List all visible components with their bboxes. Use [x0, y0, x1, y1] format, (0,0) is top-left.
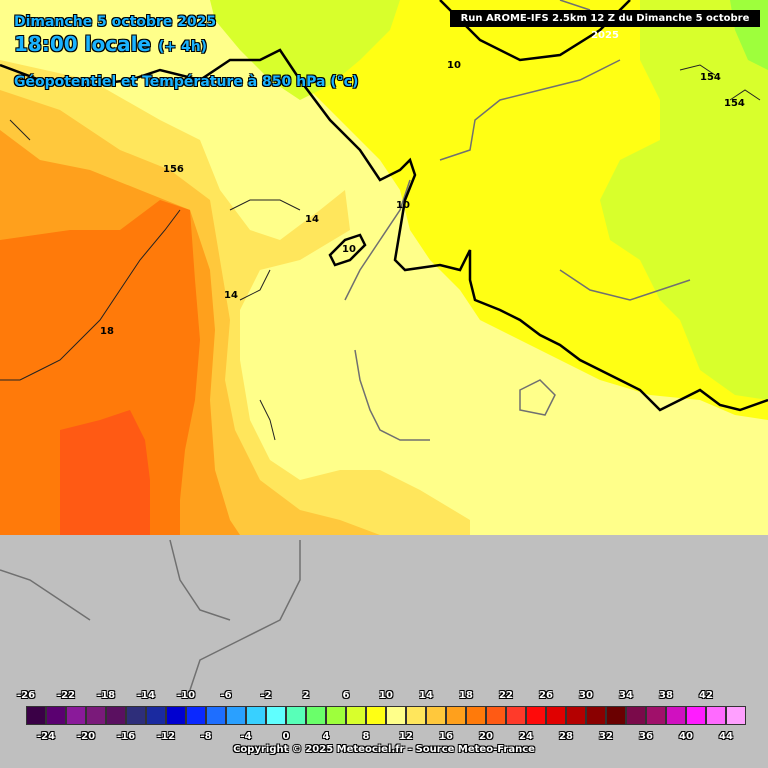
legend-swatch [46, 706, 66, 725]
parameter-title: Géopotentiel et Température à 850 hPa (°… [14, 74, 359, 90]
legend-swatch [486, 706, 506, 725]
legend-swatch [146, 706, 166, 725]
forecast-time: 18:00 locale (+ 4h) [14, 32, 207, 56]
legend-label-top: 2 [302, 690, 310, 701]
legend-label-top: 42 [699, 690, 713, 701]
legend-swatch [726, 706, 746, 725]
legend-label-top: 34 [619, 690, 633, 701]
contour-label: 156 [163, 164, 184, 175]
legend-swatch [106, 706, 126, 725]
country-borders [0, 0, 691, 691]
legend-label-top: 22 [499, 690, 513, 701]
contour-label: 10 [396, 200, 410, 211]
legend-swatch [226, 706, 246, 725]
legend-label-bottom: 24 [519, 731, 533, 742]
model-run-info: Run AROME-IFS 2.5km 12 Z du Dimanche 5 o… [450, 10, 760, 41]
contour-label: 10 [447, 60, 461, 71]
legend-label-bottom: 12 [399, 731, 413, 742]
legend-swatch [466, 706, 486, 725]
legend-swatch [386, 706, 406, 725]
legend-swatch [26, 706, 46, 725]
out-of-domain-area [0, 535, 768, 768]
legend-swatch [266, 706, 286, 725]
legend-label-top: 30 [579, 690, 593, 701]
legend-swatch [566, 706, 586, 725]
legend-swatch [86, 706, 106, 725]
temp-zone-22-24 [0, 200, 200, 535]
legend-swatch [326, 706, 346, 725]
legend-label-bottom: 40 [679, 731, 693, 742]
legend-swatch [646, 706, 666, 725]
legend-swatch [446, 706, 466, 725]
contour-label: 154 [700, 72, 721, 83]
legend-label-bottom: 32 [599, 731, 613, 742]
forecast-date: Dimanche 5 octobre 2025 [14, 14, 217, 30]
legend-label-bottom: 28 [559, 731, 573, 742]
legend-label-top: -26 [16, 690, 36, 701]
legend-label-top: -10 [176, 690, 196, 701]
legend-swatch [666, 706, 686, 725]
copyright: Copyright © 2025 Meteociel.fr - Source M… [233, 744, 535, 755]
legend-swatch [246, 706, 266, 725]
legend-label-bottom: 4 [322, 731, 330, 742]
forecast-time-value: 18:00 locale [14, 32, 151, 56]
legend-swatch [186, 706, 206, 725]
legend-label-bottom: 36 [639, 731, 653, 742]
legend-swatch [126, 706, 146, 725]
legend-label-bottom: -4 [240, 731, 252, 742]
legend-label-bottom: 8 [362, 731, 370, 742]
legend-swatch [546, 706, 566, 725]
legend-label-bottom: -12 [156, 731, 176, 742]
legend-swatch [706, 706, 726, 725]
legend-label-top: -14 [136, 690, 156, 701]
legend-label-top: 10 [379, 690, 393, 701]
legend-label-top: 18 [459, 690, 473, 701]
contour-labels: 10 154 154 156 14 10 10 14 18 [100, 60, 745, 337]
legend-swatch [306, 706, 326, 725]
forecast-lead-time: (+ 4h) [157, 39, 208, 55]
legend-label-top: 26 [539, 690, 553, 701]
legend-label-bottom: -16 [116, 731, 136, 742]
legend-swatch [606, 706, 626, 725]
legend-label-top: -22 [56, 690, 76, 701]
legend-label-bottom: -20 [76, 731, 96, 742]
legend-label-top: -18 [96, 690, 116, 701]
legend-swatch [66, 706, 86, 725]
legend-swatch [346, 706, 366, 725]
legend-swatch [166, 706, 186, 725]
legend-swatch [686, 706, 706, 725]
legend-label-top: 6 [342, 690, 350, 701]
temp-zone-12-14 [300, 0, 768, 420]
contour-label: 14 [305, 214, 319, 225]
legend-label-bottom: 16 [439, 731, 453, 742]
legend-label-top: -2 [260, 690, 272, 701]
temperature-contours [0, 64, 761, 441]
legend-swatch [626, 706, 646, 725]
legend-label-bottom: -24 [36, 731, 56, 742]
legend-label-bottom: 44 [719, 731, 733, 742]
contour-label: 14 [224, 290, 238, 301]
legend-label-bottom: -8 [200, 731, 212, 742]
legend-swatch [286, 706, 306, 725]
temp-zone-10-12-east [600, 0, 768, 400]
legend-swatch [586, 706, 606, 725]
legend-swatch [206, 706, 226, 725]
legend-swatch [426, 706, 446, 725]
legend-label-bottom: 0 [282, 731, 290, 742]
legend-label-bottom: 20 [479, 731, 493, 742]
legend-swatch [506, 706, 526, 725]
temp-zone-24-26 [60, 410, 150, 535]
contour-label: 154 [724, 98, 745, 109]
temp-zone-10-12-northwest [210, 0, 400, 100]
legend-label-top: 14 [419, 690, 433, 701]
legend-label-top: 38 [659, 690, 673, 701]
legend-label-top: -6 [220, 690, 232, 701]
legend-swatch [406, 706, 426, 725]
legend-swatch [366, 706, 386, 725]
contour-label: 10 [342, 244, 356, 255]
legend-swatch [526, 706, 546, 725]
contour-label: 18 [100, 326, 114, 337]
